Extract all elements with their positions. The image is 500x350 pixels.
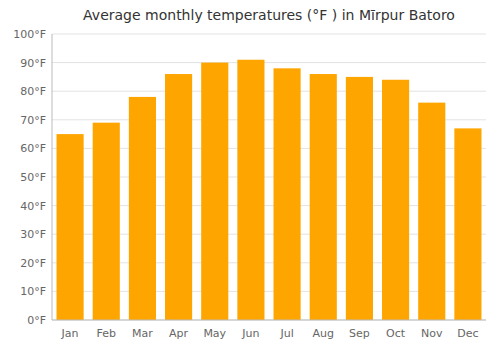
grid-line [52, 91, 486, 92]
y-axis-line [52, 34, 53, 320]
bar [57, 134, 84, 320]
bar [310, 74, 337, 320]
x-tick-label: Apr [169, 327, 189, 340]
y-tick-label: 90°F [20, 57, 46, 70]
bars [57, 60, 482, 320]
x-tick-label: Mar [132, 327, 153, 340]
x-tick-label: Aug [313, 327, 334, 340]
bar [346, 77, 373, 320]
x-tick-label: Feb [97, 327, 116, 340]
bar [418, 103, 445, 320]
x-tick-label: Sep [349, 327, 370, 340]
bar [382, 80, 409, 320]
bar [454, 128, 481, 320]
x-axis-line [52, 320, 486, 321]
x-axis: Jan Feb Mar Apr May Jun Jul Aug Sep Oct Nov Dec [61, 327, 479, 340]
y-tick-label: 60°F [20, 142, 46, 155]
y-tick-label: 40°F [20, 200, 46, 213]
y-tick-label: 50°F [20, 171, 46, 184]
x-tick-label: Jan [61, 327, 79, 340]
chart-svg: Average monthly temperatures (°F ) in Mī… [0, 0, 500, 350]
grid-line [52, 62, 486, 63]
y-tick-label: 20°F [20, 257, 46, 270]
y-tick-label: 70°F [20, 114, 46, 127]
x-tick-label: Jun [241, 327, 259, 340]
title: Average monthly temperatures (°F ) in Mī… [83, 7, 455, 23]
y-tick-label: 10°F [20, 285, 46, 298]
x-tick-label: Dec [457, 327, 478, 340]
y-tick-label: 30°F [20, 228, 46, 241]
y-tick-label: 100°F [13, 28, 46, 41]
chart-container: Average monthly temperatures (°F ) in Mī… [0, 0, 500, 350]
grid-line [52, 34, 486, 35]
x-tick-label: Nov [421, 327, 443, 340]
x-tick-label: May [203, 327, 226, 340]
bar [201, 63, 228, 320]
bar [165, 74, 192, 320]
bar [237, 60, 264, 320]
y-axis: 0°F 10°F 20°F 30°F 40°F 50°F 60°F 70°F 80°F 90°F 1… [13, 28, 46, 327]
x-tick-label: Oct [386, 327, 406, 340]
grid-line [52, 320, 486, 321]
x-tick-label: Jul [279, 327, 293, 340]
bar [93, 123, 120, 320]
y-tick-label: 80°F [20, 85, 46, 98]
bar [129, 97, 156, 320]
y-tick-label: 0°F [27, 314, 46, 327]
grid [52, 34, 486, 320]
bar [274, 68, 301, 320]
